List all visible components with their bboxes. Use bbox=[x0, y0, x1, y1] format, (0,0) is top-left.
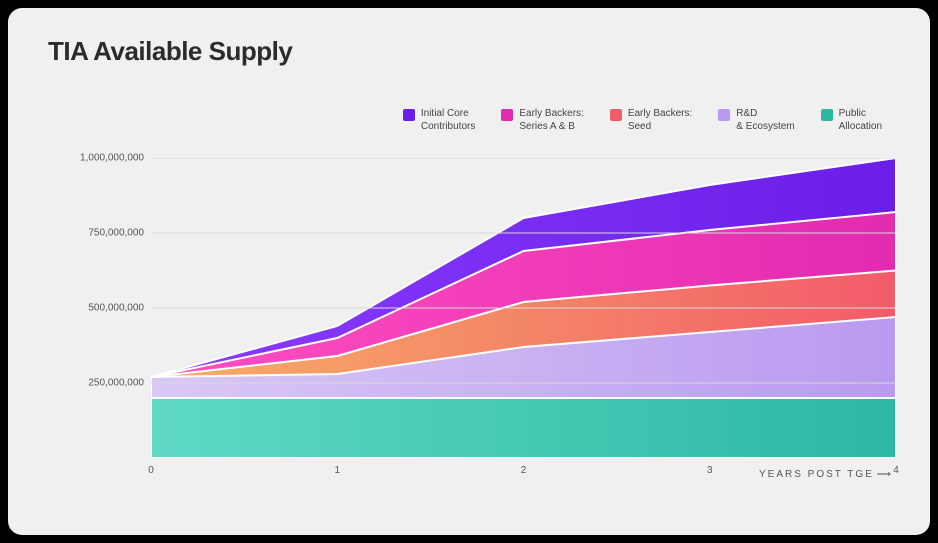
legend-swatch bbox=[718, 109, 730, 121]
x-tick-label: 2 bbox=[521, 465, 527, 476]
legend-item: Initial Core Contributors bbox=[403, 108, 475, 133]
y-tick-label: 500,000,000 bbox=[66, 303, 144, 314]
plot-svg bbox=[151, 158, 896, 458]
chart-card: TIA Available Supply Initial Core Contri… bbox=[8, 8, 930, 535]
legend-label: Initial Core Contributors bbox=[421, 108, 475, 133]
legend-label: Public Allocation bbox=[839, 108, 882, 133]
legend-label: Early Backers: Series A & B bbox=[519, 108, 583, 133]
legend-item: Early Backers: Seed bbox=[610, 108, 692, 133]
x-tick-label: 1 bbox=[334, 465, 340, 476]
y-tick-label: 750,000,000 bbox=[66, 228, 144, 239]
x-tick-label: 3 bbox=[707, 465, 713, 476]
series-public-allocation bbox=[151, 398, 896, 458]
y-tick-label: 1,000,000,000 bbox=[66, 153, 144, 164]
legend-label: Early Backers: Seed bbox=[628, 108, 692, 133]
legend-swatch bbox=[403, 109, 415, 121]
legend-item: Public Allocation bbox=[821, 108, 882, 133]
legend-swatch bbox=[821, 109, 833, 121]
x-axis-title: YEARS POST TGE bbox=[759, 469, 891, 480]
legend: Initial Core Contributors Early Backers: … bbox=[403, 108, 882, 133]
x-tick-label: 4 bbox=[893, 465, 899, 476]
legend-item: Early Backers: Series A & B bbox=[501, 108, 583, 133]
legend-swatch bbox=[501, 109, 513, 121]
chart-area: 250,000,000500,000,000750,000,0001,000,0… bbox=[66, 158, 901, 478]
legend-swatch bbox=[610, 109, 622, 121]
x-tick-label: 0 bbox=[148, 465, 154, 476]
y-tick-label: 250,000,000 bbox=[66, 378, 144, 389]
chart-title: TIA Available Supply bbox=[48, 36, 890, 67]
legend-label: R&D & Ecosystem bbox=[736, 108, 794, 133]
legend-item: R&D & Ecosystem bbox=[718, 108, 794, 133]
